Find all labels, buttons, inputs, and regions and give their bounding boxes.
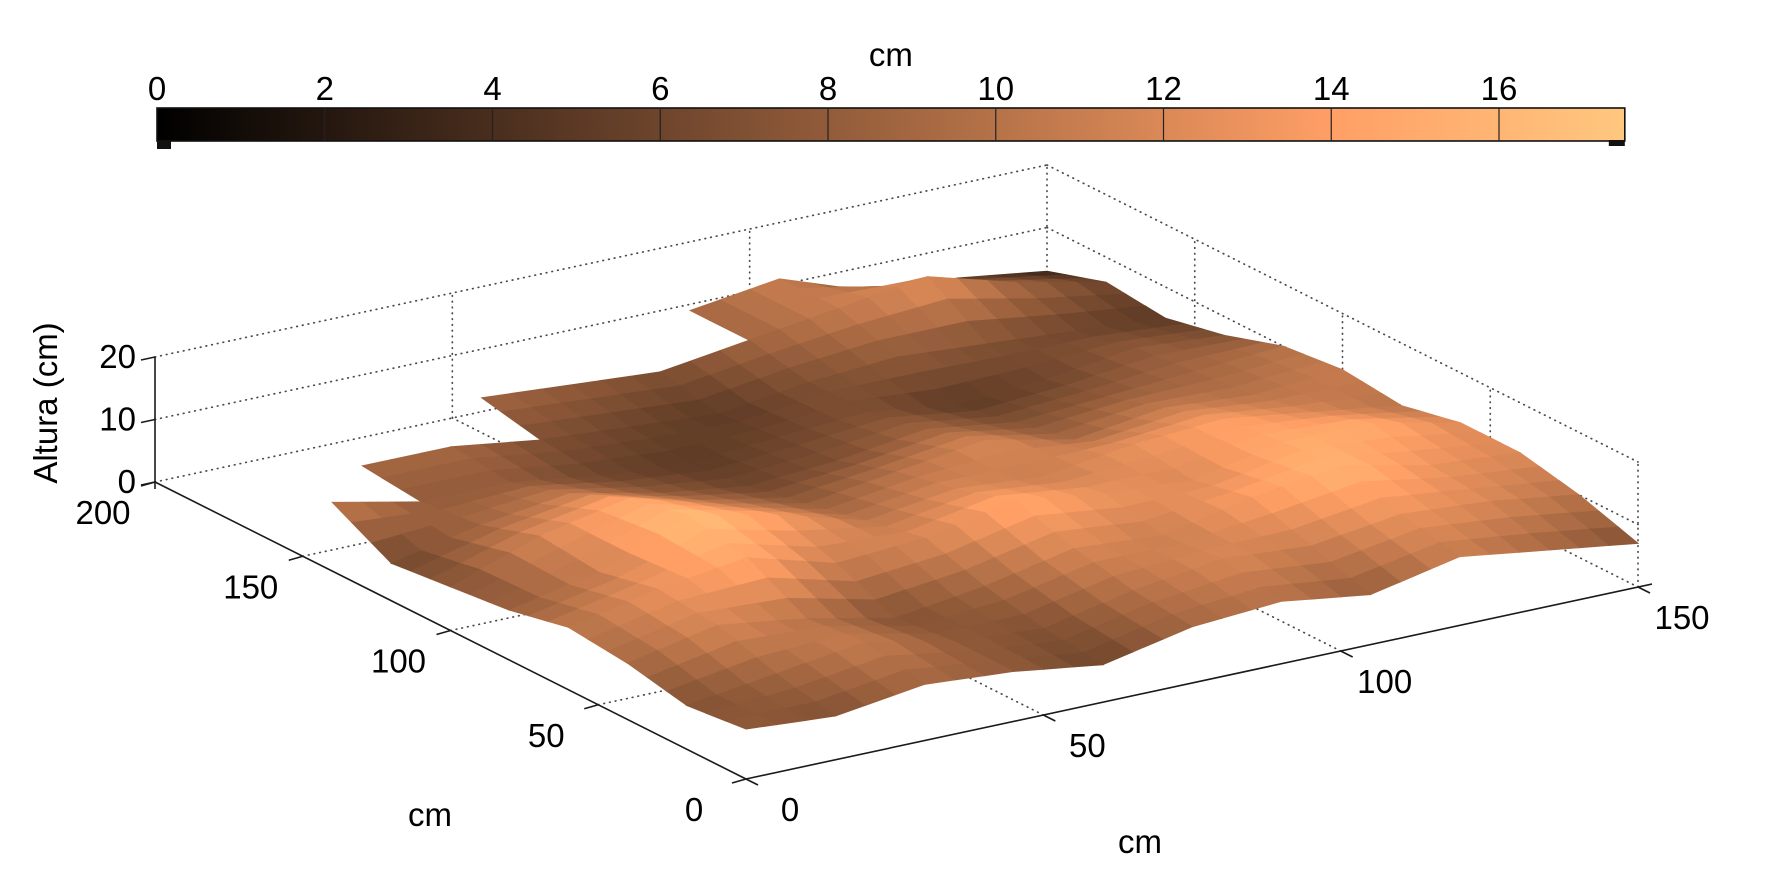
z-axis-label: Altura (cm) <box>27 322 64 483</box>
colorbar-tick-label: 10 <box>977 70 1014 107</box>
z-tick <box>140 356 156 361</box>
colorbar-tick-label: 6 <box>651 70 669 107</box>
colorbar-tick-label: 14 <box>1313 70 1350 107</box>
z-tick <box>140 418 156 424</box>
grid-line <box>154 226 1048 421</box>
z-axis: 0 10 20 Altura (cm) <box>27 322 156 500</box>
y-tick-label: 0 <box>685 791 703 828</box>
colorbar-tick-label: 0 <box>148 70 166 107</box>
colorbar-left-notch <box>157 140 171 149</box>
colorbar-title: cm <box>869 36 913 73</box>
x-axis-line <box>745 583 1653 780</box>
surface-face <box>724 714 778 730</box>
colorbar-tick-label: 12 <box>1145 70 1182 107</box>
y-tick-label: 150 <box>223 568 278 605</box>
z-tick-label: 0 <box>118 463 136 500</box>
colorbar-tick-label: 16 <box>1481 70 1518 107</box>
x-tick-label: 0 <box>781 791 799 828</box>
y-tick <box>584 703 599 710</box>
colorbar-tick-label: 4 <box>483 70 501 107</box>
grid-line <box>154 164 1048 358</box>
grid-line <box>1046 164 1639 463</box>
y-tick-label: 50 <box>528 717 565 754</box>
z-tick-label: 10 <box>99 401 136 438</box>
y-tick <box>140 481 156 487</box>
x-tick-label: 150 <box>1654 599 1709 636</box>
x-axis-label: cm <box>1118 823 1162 860</box>
x-tick <box>1042 714 1056 722</box>
z-tick-label: 20 <box>99 338 136 375</box>
colorbar: 0 2 4 6 8 10 12 14 16 cm <box>148 36 1626 149</box>
y-tick <box>436 629 451 636</box>
x-axis: 0 50 100 150 cm <box>745 583 1710 860</box>
colorbar-tick-label: 2 <box>316 70 334 107</box>
x-tick <box>1340 650 1354 658</box>
x-tick <box>1637 586 1651 594</box>
x-tick-label: 100 <box>1357 663 1412 700</box>
surface-mesh <box>331 270 1640 730</box>
x-tick <box>745 778 759 786</box>
y-tick <box>731 778 747 784</box>
y-tick <box>288 555 303 562</box>
y-axis: 0 50 100 150 200 cm <box>75 481 747 833</box>
x-tick-label: 50 <box>1069 727 1106 764</box>
colorbar-gradient <box>156 107 1626 142</box>
colorbar-tick-label: 8 <box>819 70 837 107</box>
y-tick-label: 100 <box>371 643 426 680</box>
colorbar-right-notch <box>1608 140 1625 146</box>
y-tick-label: 200 <box>75 494 130 531</box>
y-axis-label: cm <box>408 796 452 833</box>
